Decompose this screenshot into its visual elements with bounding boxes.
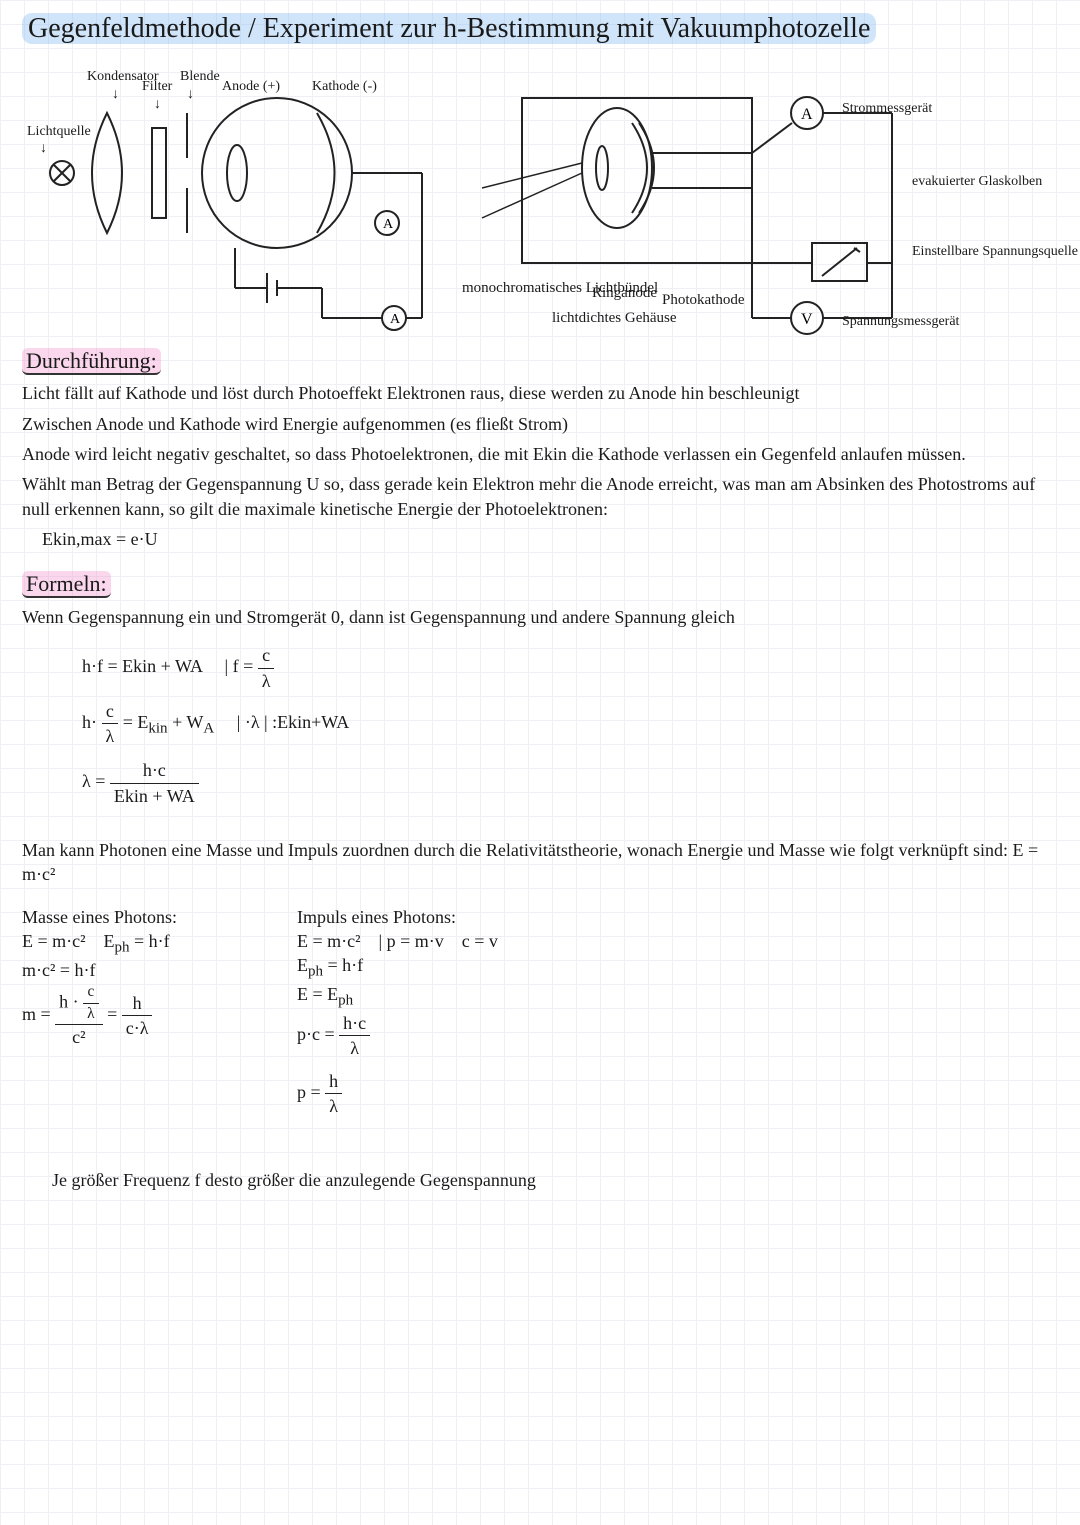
durchfuehrung-heading: Durchführung: <box>22 348 161 375</box>
formeln-intro: Wenn Gegenspannung ein und Stromgerät 0,… <box>22 605 1058 629</box>
label-gehaeuse: lichtdichtes Gehäuse <box>552 308 677 328</box>
diagram-area: A A A V <box>22 58 1058 338</box>
formula-l2-left: h· cλ = Ekin + WA <box>82 712 214 732</box>
conclusion: Je größer Frequenz f desto größer die an… <box>52 1168 1058 1192</box>
formula-l1-right: | f = cλ <box>224 656 274 676</box>
label-spannungsmess: Spannungsmessgerät <box>842 313 959 332</box>
label-blende: Blende <box>180 68 220 87</box>
label-strommess: Strommessgerät <box>842 100 932 119</box>
formeln-heading: Formeln: <box>22 571 111 598</box>
page-title: Gegenfeldmethode / Experiment zur h-Best… <box>22 13 876 44</box>
svg-text:A: A <box>801 106 813 123</box>
svg-text:A: A <box>383 217 394 232</box>
impuls-l5: p = hλ <box>297 1069 498 1119</box>
masse-heading: Masse eines Photons: <box>22 905 177 929</box>
svg-text:A: A <box>390 312 401 327</box>
impuls-l1: E = m·c² | p = m·v c = v <box>297 929 498 953</box>
photon-intro: Man kann Photonen eine Masse und Impuls … <box>22 838 1058 887</box>
masse-l3: m = h · cλc² = hc·λ <box>22 982 177 1050</box>
label-filter: Filter <box>142 78 172 97</box>
durchfuehrung-line-1: Licht fällt auf Kathode und löst durch P… <box>22 381 1058 405</box>
label-kathode: Kathode (-) <box>312 78 377 97</box>
impuls-heading: Impuls eines Photons: <box>297 905 498 929</box>
durchfuehrung-formula: Ekin,max = e·U <box>42 527 1058 551</box>
svg-text:V: V <box>801 311 813 328</box>
masse-l1: E = m·c² Eph = h·f <box>22 929 177 958</box>
formula-l1-left: h·f = Ekin + WA <box>82 656 202 676</box>
label-anode: Anode (+) <box>222 78 280 97</box>
formula-l2-right: | ·λ | :Ekin+WA <box>237 712 350 732</box>
impuls-l4: p·c = h·cλ <box>297 1011 498 1061</box>
formula-l3: λ = h·cEkin + WA <box>82 771 199 791</box>
impuls-l2: Eph = h·f <box>297 953 498 982</box>
label-ringanode: Ringanode <box>592 283 657 303</box>
impuls-l3: E = Eph <box>297 982 498 1011</box>
durchfuehrung-line-2: Zwischen Anode und Kathode wird Energie … <box>22 412 1058 436</box>
label-lichtquelle: Lichtquelle <box>27 123 91 142</box>
durchfuehrung-line-3: Anode wird leicht negativ geschaltet, so… <box>22 442 1058 466</box>
label-spannungsquelle: Einstellbare Spannungsquelle <box>912 243 1078 262</box>
masse-l2: m·c² = h·f <box>22 958 177 982</box>
label-glaskolben: evakuierter Glaskolben <box>912 173 1042 192</box>
durchfuehrung-line-4: Wählt man Betrag der Gegenspannung U so,… <box>22 472 1058 521</box>
